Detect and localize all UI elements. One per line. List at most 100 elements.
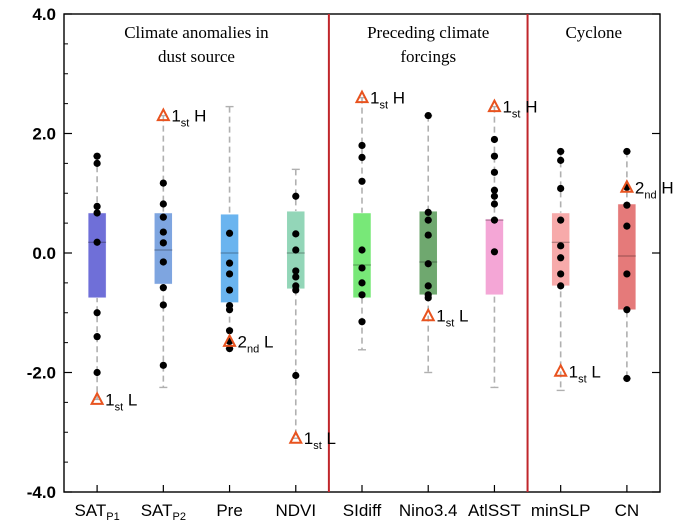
x-tick-label-minslp: minSLP [531,501,591,520]
data-point-minslp [557,242,565,250]
data-point-sidiff [358,264,366,272]
data-point-pre [225,327,234,335]
data-point-satp2 [159,258,167,266]
box-satp2 [154,212,173,285]
data-point-atlsst [490,192,499,200]
data-point-atlsst [490,200,499,208]
x-tick-label-cn: CN [615,501,640,520]
data-point-ndvi [292,371,300,380]
extreme-marker-pre [222,333,237,347]
y-tick-label: 0.0 [32,244,56,263]
data-point-nino34 [424,231,432,239]
data-point-satp2 [159,228,167,236]
data-point-minslp [557,216,565,224]
x-tick-label-sidiff: SIdiff [343,501,382,520]
data-point-satp2 [159,284,167,292]
y-tick-label: 2.0 [32,125,56,144]
data-point-sidiff [358,318,366,326]
data-point-sidiff [358,246,366,254]
group-title-cyclone: Cyclone [565,23,622,42]
y-tick-label: 4.0 [32,5,56,24]
data-point-nino34 [424,294,432,302]
data-point-nino34 [424,282,432,290]
data-point-cn [623,270,631,278]
data-point-satp1 [93,159,101,167]
data-point-ndvi [292,230,300,238]
data-point-cn [623,147,631,156]
y-tick-label: -2.0 [27,364,56,383]
data-point-sidiff [358,153,366,161]
data-point-satp2 [159,239,167,247]
data-point-cn [623,222,631,230]
x-tick-label-pre: Pre [216,501,242,520]
extreme-label-nino34: 1st L [436,307,468,330]
data-point-satp2 [159,301,167,309]
data-point-sidiff [358,291,366,299]
data-point-nino34 [424,260,432,268]
y-tick-label: -4.0 [27,483,56,502]
data-point-atlsst [490,186,499,194]
data-point-satp2 [159,213,167,221]
extreme-label-satp2: 1st H [171,107,206,130]
extreme-label-cn: 2nd H [635,178,674,201]
box-satp1 [87,212,107,299]
data-point-nino34 [424,208,432,216]
data-point-sidiff [358,141,366,150]
data-point-ndvi [292,192,300,200]
data-point-nino34 [424,111,432,120]
data-point-atlsst [490,135,499,144]
extreme-label-satp1: 1st L [105,390,137,413]
data-point-cn [623,374,631,383]
data-point-minslp [557,254,565,262]
data-point-pre [225,306,234,314]
data-point-ndvi [292,267,300,275]
extreme-marker-sidiff [354,89,370,104]
data-point-pre [225,286,234,294]
data-point-atlsst [490,216,499,224]
data-point-minslp [557,147,565,156]
data-point-minslp [557,156,565,164]
data-point-satp1 [93,309,101,317]
extreme-label-ndvi: 1st L [304,429,336,452]
extreme-marker-ndvi [288,430,303,444]
x-tick-label-nino34: Nino3.4 [399,501,458,520]
extreme-marker-satp2 [156,107,171,122]
data-point-cn [623,306,631,314]
group-title-climate: dust source [158,47,235,66]
x-tick-label-satp2: SATP2 [141,501,186,523]
extreme-marker-satp1 [89,391,105,405]
data-point-ndvi [292,246,300,254]
data-point-minslp [557,270,565,278]
data-point-satp1 [93,368,101,377]
data-point-atlsst [490,248,499,256]
group-title-climate: Climate anomalies in [124,23,269,42]
extreme-label-sidiff: 1st H [370,89,405,112]
data-point-satp1 [93,152,101,160]
x-tick-label-ndvi: NDVI [275,501,316,520]
data-point-sidiff [358,279,366,287]
extreme-label-minslp: 1st L [569,362,601,385]
group-title-forcings: forcings [400,47,456,66]
data-point-satp2 [159,200,167,208]
data-point-satp2 [159,179,167,187]
box-atlsst [485,218,504,296]
x-tick-label-satp1: SATP1 [74,501,119,523]
data-point-satp1 [93,202,101,210]
data-point-sidiff [358,177,366,185]
data-point-pre [225,229,234,237]
data-point-satp1 [93,333,101,341]
extreme-label-pre: 2nd L [238,332,274,355]
extreme-marker-nino34 [421,307,436,322]
data-point-minslp [557,282,565,290]
data-point-nino34 [424,216,432,224]
data-point-pre [225,259,234,267]
data-point-ndvi [292,286,300,294]
data-point-satp1 [93,238,101,246]
data-point-atlsst [490,152,499,160]
extreme-marker-minslp [553,363,568,377]
data-point-pre [225,270,234,278]
data-point-satp2 [159,361,167,369]
data-point-minslp [557,184,565,193]
data-point-satp1 [93,209,101,217]
